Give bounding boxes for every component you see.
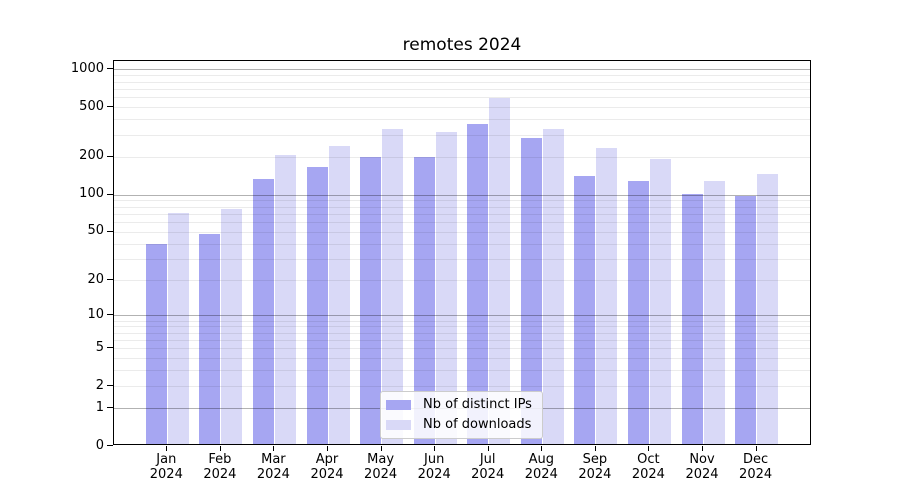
bar-jan-ips [145, 244, 167, 444]
plot-area [113, 60, 811, 445]
bar-oct-downloads [649, 159, 671, 444]
y-tick-mark-5 [107, 347, 113, 349]
y-tick-mark-1 [107, 407, 113, 409]
x-tick-label-jul: Jul 2024 [471, 452, 505, 482]
y-tick-label-50: 50 [87, 223, 104, 239]
y-tick-label-2: 2 [95, 377, 104, 393]
y-tick-label-200: 200 [79, 148, 104, 164]
x-tick-mark-dec [755, 446, 757, 451]
chart-title: remotes 2024 [402, 35, 522, 55]
x-tick-mark-feb [219, 446, 221, 451]
bar-dec-ips [735, 195, 757, 444]
bar-may-ips [360, 157, 382, 444]
legend-label-distinct-ips: Nb of distinct IPs [423, 397, 532, 413]
x-tick-mark-sep [594, 446, 596, 451]
bar-may-downloads [382, 129, 404, 444]
y-tick-mark-10 [107, 314, 113, 316]
x-tick-mark-aug [541, 446, 543, 451]
y-tick-mark-200 [107, 155, 113, 157]
x-tick-label-may: May 2024 [364, 452, 398, 482]
bar-oct-ips [627, 180, 649, 444]
bar-jun-ips [413, 157, 435, 444]
bar-jul-ips [467, 123, 489, 444]
bar-aug-ips [520, 138, 542, 444]
bar-nov-downloads [703, 180, 725, 444]
legend-label-downloads: Nb of downloads [423, 416, 532, 432]
y-tick-mark-500 [107, 106, 113, 108]
bar-apr-downloads [328, 146, 350, 444]
bar-mar-ips [252, 179, 274, 444]
y-tick-label-100: 100 [79, 186, 104, 201]
bar-mar-downloads [274, 155, 296, 444]
bar-feb-ips [199, 234, 221, 444]
bar-jun-downloads [435, 131, 457, 444]
x-tick-mark-nov [702, 446, 703, 451]
y-tick-label-5: 5 [95, 339, 104, 355]
x-tick-label-sep: Sep 2024 [578, 452, 612, 482]
bar-sep-ips [574, 176, 596, 444]
bar-jan-downloads [167, 213, 189, 444]
x-tick-label-oct: Oct 2024 [631, 452, 665, 482]
bar-apr-ips [306, 167, 328, 444]
x-tick-mark-mar [273, 446, 275, 451]
bar-feb-downloads [221, 208, 243, 444]
bar-jul-downloads [489, 98, 511, 444]
y-tick-mark-0 [107, 445, 113, 446]
x-tick-label-aug: Aug 2024 [524, 452, 558, 482]
x-tick-label-feb: Feb 2024 [203, 452, 237, 482]
x-tick-mark-may [380, 446, 382, 451]
legend-swatch-distinct-ips [386, 400, 411, 411]
x-tick-label-jan: Jan 2024 [149, 452, 183, 482]
x-tick-mark-apr [327, 446, 328, 451]
y-tick-mark-1000 [107, 68, 113, 70]
y-tick-label-1: 1 [95, 399, 104, 415]
x-tick-label-nov: Nov 2024 [685, 452, 719, 482]
x-tick-mark-jun [434, 446, 436, 451]
y-tick-mark-20 [107, 279, 113, 281]
y-tick-label-0: 0 [95, 437, 104, 453]
bar-aug-downloads [542, 129, 564, 444]
bar-dec-downloads [757, 173, 779, 444]
y-tick-mark-2 [107, 385, 113, 387]
legend-item-distinct-ips: Nb of distinct IPs [386, 396, 534, 414]
y-tick-mark-50 [107, 230, 113, 232]
x-tick-mark-jul [487, 446, 489, 451]
legend-item-downloads: Nb of downloads [386, 416, 534, 434]
y-tick-label-1000: 1000 [70, 60, 104, 76]
x-tick-label-dec: Dec 2024 [739, 452, 773, 482]
y-tick-label-20: 20 [87, 271, 104, 287]
x-tick-label-apr: Apr 2024 [310, 452, 344, 482]
y-tick-mark-100 [107, 193, 113, 195]
x-tick-label-mar: Mar 2024 [256, 452, 290, 482]
legend-swatch-downloads [386, 419, 411, 430]
x-tick-mark-jan [166, 446, 168, 451]
bars-layer [114, 61, 810, 444]
y-tick-label-500: 500 [79, 98, 104, 114]
y-tick-label-10: 10 [87, 306, 104, 322]
bar-nov-ips [681, 193, 703, 444]
bar-sep-downloads [596, 147, 618, 444]
x-tick-label-jun: Jun 2024 [417, 452, 451, 482]
x-tick-mark-oct [648, 446, 650, 451]
legend: Nb of distinct IPs Nb of downloads [380, 391, 543, 439]
